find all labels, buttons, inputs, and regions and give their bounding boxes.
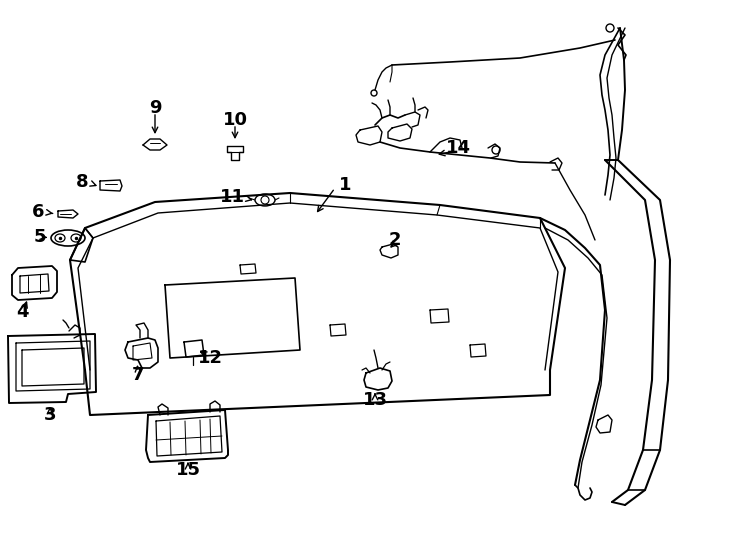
Text: 4: 4 <box>15 303 28 321</box>
Text: 10: 10 <box>222 111 247 129</box>
Text: 15: 15 <box>175 461 200 479</box>
Text: 3: 3 <box>44 406 57 424</box>
Text: 6: 6 <box>32 203 44 221</box>
Text: 5: 5 <box>34 228 46 246</box>
Text: 12: 12 <box>197 349 222 367</box>
Text: 14: 14 <box>446 139 470 157</box>
Text: 11: 11 <box>219 188 244 206</box>
Text: 2: 2 <box>389 231 401 249</box>
Text: 7: 7 <box>131 366 145 384</box>
Text: 1: 1 <box>339 176 352 194</box>
Text: 9: 9 <box>149 99 161 117</box>
Text: 13: 13 <box>363 391 388 409</box>
Text: 8: 8 <box>76 173 88 191</box>
